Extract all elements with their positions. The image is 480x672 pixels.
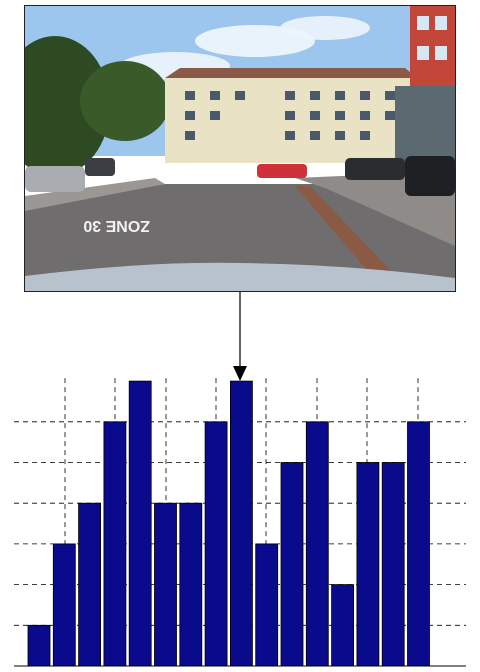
bar [103,421,127,667]
bar [331,584,355,667]
bar [356,462,380,667]
road [25,184,455,291]
road-marking: ZONE 30 [83,217,150,234]
tree [25,36,110,176]
street-scene-image: ZONE 30 [25,6,455,291]
bar [27,624,51,667]
bar [381,462,405,667]
bar [154,502,177,667]
bar [255,543,279,667]
bar [229,380,253,667]
bar [407,421,430,667]
bars [14,380,466,667]
car-hood [25,262,455,291]
bar [52,543,76,667]
bar [204,421,228,667]
bar [179,502,203,667]
bar [280,462,304,667]
bar [305,421,329,667]
street-photo: ZONE 30 [24,5,456,292]
road-marking-text: ZONE 30 [83,217,150,234]
bar [78,502,101,667]
red-car [257,164,307,178]
parked-car [25,166,85,192]
bar [128,380,152,667]
